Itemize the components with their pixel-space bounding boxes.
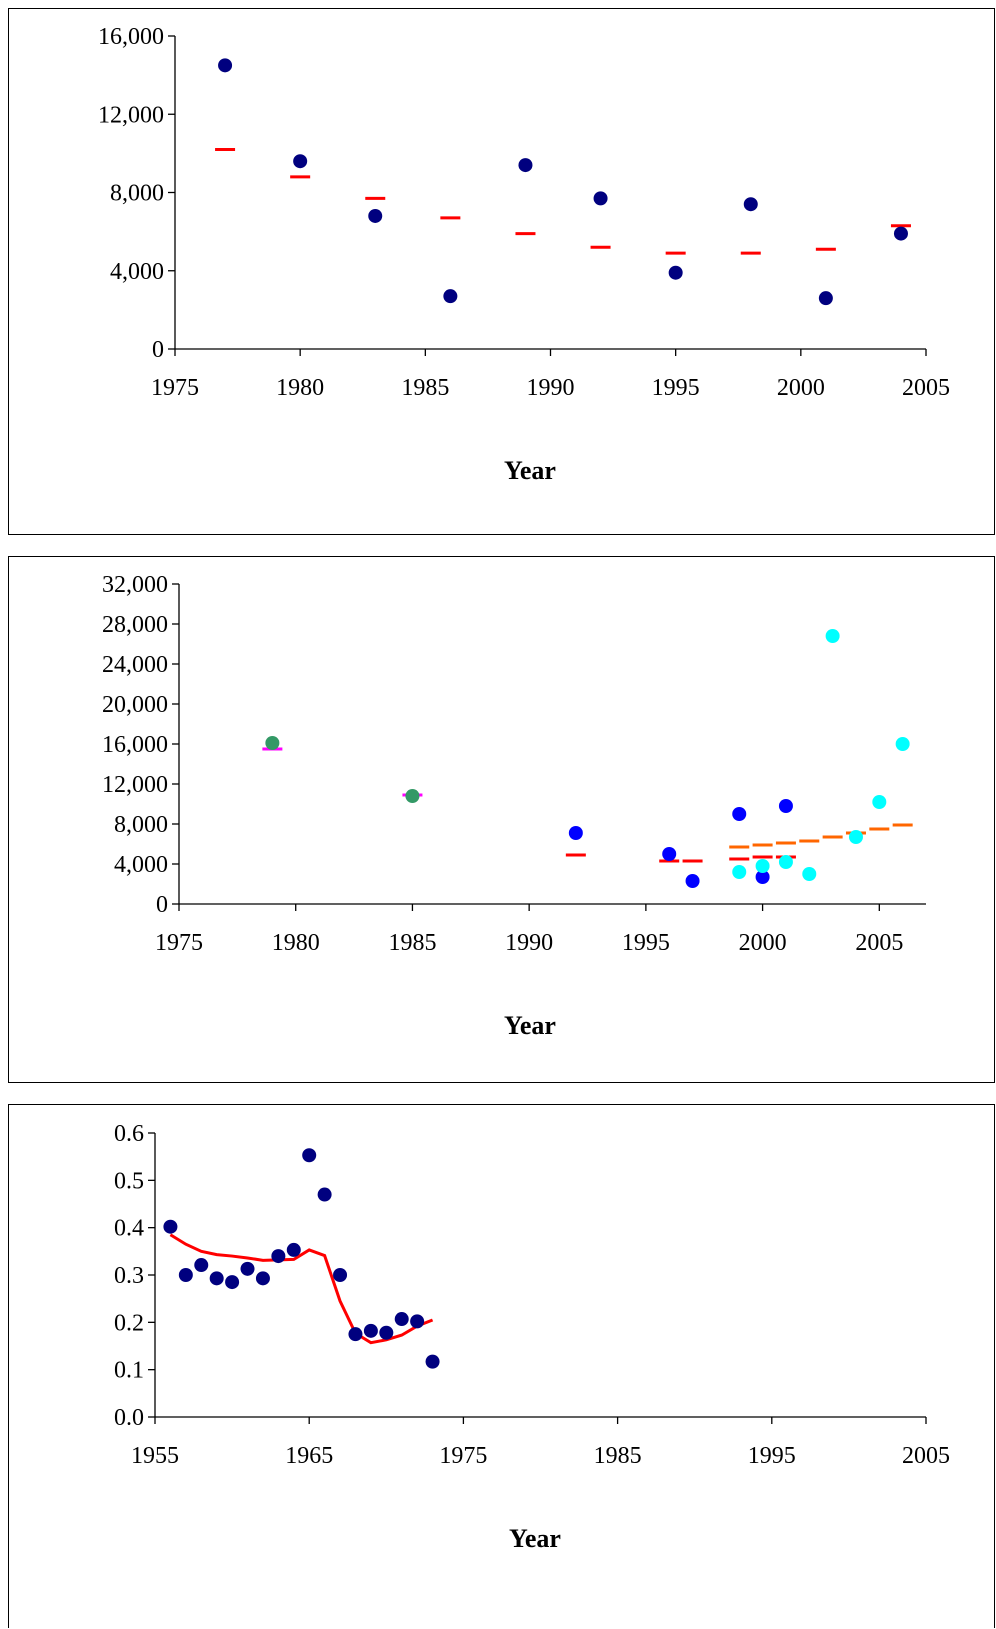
data-point	[893, 226, 908, 241]
data-point	[802, 867, 817, 881]
data-point	[209, 1271, 224, 1286]
y-tick-label: 0.1	[114, 1358, 144, 1384]
data-point	[194, 1258, 209, 1273]
x-tick-label: 1995	[622, 930, 670, 956]
data-point	[425, 1354, 440, 1369]
y-tick-label: 0.5	[114, 1168, 144, 1194]
y-tick-label: 8,000	[114, 812, 168, 838]
y-tick-label: 8,000	[110, 181, 164, 207]
y-tick-label: 4,000	[110, 259, 164, 285]
data-point	[265, 736, 280, 750]
data-point	[178, 1268, 193, 1282]
x-tick-label: 2000	[777, 375, 825, 401]
data-point	[743, 197, 758, 212]
data-point	[732, 807, 747, 821]
y-tick-label: 28,000	[102, 612, 168, 638]
data-point	[895, 737, 910, 751]
data-point	[218, 58, 233, 73]
data-point	[668, 265, 683, 280]
data-point	[662, 847, 677, 861]
x-tick-label: 1995	[652, 375, 700, 401]
akfsc-survey-chart: 0 4,000 8,000 12,000 16,000 1975 1980 1985 1990 1…	[24, 24, 950, 485]
x-tick-label: 1965	[285, 1443, 333, 1469]
data-point	[271, 1249, 286, 1264]
pop-slope-survey-chart: 0 4,000 8,000 12,000 16,000 20,000 24,000 28,00…	[22, 572, 926, 1040]
data-point	[333, 1268, 348, 1282]
y-axis-label: AKFSC Triennial Survey	[24, 57, 53, 338]
x-tick-label: 1975	[439, 1443, 487, 1469]
x-axis-label: Year	[509, 1524, 561, 1553]
data-point	[755, 859, 770, 873]
data-point	[286, 1242, 301, 1257]
x-tick-label: 1985	[594, 1443, 642, 1469]
y-tick-label: 4,000	[114, 852, 168, 878]
data-point	[293, 154, 308, 169]
y-tick-label: 0.4	[114, 1216, 144, 1242]
data-point	[755, 870, 770, 884]
data-point	[685, 874, 700, 888]
data-point	[405, 789, 420, 803]
x-axis-label: Year	[504, 456, 556, 485]
y-tick-label: 0.6	[114, 1121, 144, 1147]
data-point	[363, 1323, 378, 1338]
y-tick-label: 12,000	[102, 772, 168, 798]
x-tick-label: 1985	[388, 930, 436, 956]
x-tick-label: 1985	[401, 375, 449, 401]
data-point	[225, 1275, 240, 1290]
y-tick-label: 0	[152, 337, 164, 363]
y-tick-label: 0	[156, 892, 168, 918]
data-point	[825, 629, 840, 643]
data-point	[348, 1327, 363, 1342]
data-point	[568, 826, 583, 840]
data-point	[394, 1312, 409, 1327]
data-point	[778, 799, 793, 813]
y-tick-label: 0.2	[114, 1310, 144, 1336]
y-tick-label: 24,000	[102, 652, 168, 678]
y-axis-label: CPUE	[37, 1238, 66, 1309]
cpue-panel: 0.0 0.1 0.2 0.3 0.4 0.5 0.6 1955 1965 1975 1985 199…	[8, 1104, 995, 1628]
pop-slope-survey-panel: 0 4,000 8,000 12,000 16,000 20,000 24,000 28,00…	[8, 556, 995, 1083]
data-point	[778, 855, 793, 869]
data-point	[379, 1325, 394, 1340]
y-axis-label: POP and Slope Surveys	[22, 614, 51, 875]
data-point	[848, 830, 863, 844]
data-point	[872, 795, 887, 809]
x-tick-label: 2005	[902, 375, 950, 401]
x-axis-label: Year	[504, 1011, 556, 1040]
data-point	[317, 1187, 332, 1202]
x-tick-label: 1975	[151, 375, 199, 401]
data-point	[443, 289, 458, 304]
y-tick-label: 16,000	[102, 732, 168, 758]
data-point	[368, 208, 383, 223]
cpue-chart: 0.0 0.1 0.2 0.3 0.4 0.5 0.6 1955 1965 1975 1985 199…	[37, 1121, 950, 1553]
y-tick-label: 0.0	[114, 1405, 144, 1431]
data-point	[302, 1148, 317, 1163]
y-tick-label: 32,000	[102, 572, 168, 598]
y-tick-label: 12,000	[98, 102, 164, 128]
data-point	[255, 1271, 270, 1286]
x-tick-label: 1980	[276, 375, 324, 401]
data-point	[593, 191, 608, 206]
x-tick-label: 1990	[505, 930, 553, 956]
data-point	[518, 158, 533, 173]
x-tick-label: 2005	[855, 930, 903, 956]
x-tick-label: 1955	[131, 1443, 179, 1469]
data-point	[818, 291, 833, 306]
x-tick-label: 2000	[739, 930, 787, 956]
y-tick-label: 0.3	[114, 1263, 144, 1289]
trend-line	[169, 1233, 434, 1345]
x-tick-label: 1995	[748, 1443, 796, 1469]
data-point	[163, 1219, 178, 1234]
data-point	[732, 865, 747, 879]
data-point	[410, 1314, 425, 1329]
y-tick-label: 20,000	[102, 692, 168, 718]
x-tick-label: 2005	[902, 1443, 950, 1469]
x-tick-label: 1980	[272, 930, 320, 956]
x-tick-label: 1990	[527, 375, 575, 401]
data-point	[240, 1261, 255, 1276]
x-tick-label: 1975	[155, 930, 203, 956]
akfsc-survey-panel: 0 4,000 8,000 12,000 16,000 1975 1980 1985 1990 1…	[8, 8, 995, 535]
y-tick-label: 16,000	[98, 24, 164, 50]
